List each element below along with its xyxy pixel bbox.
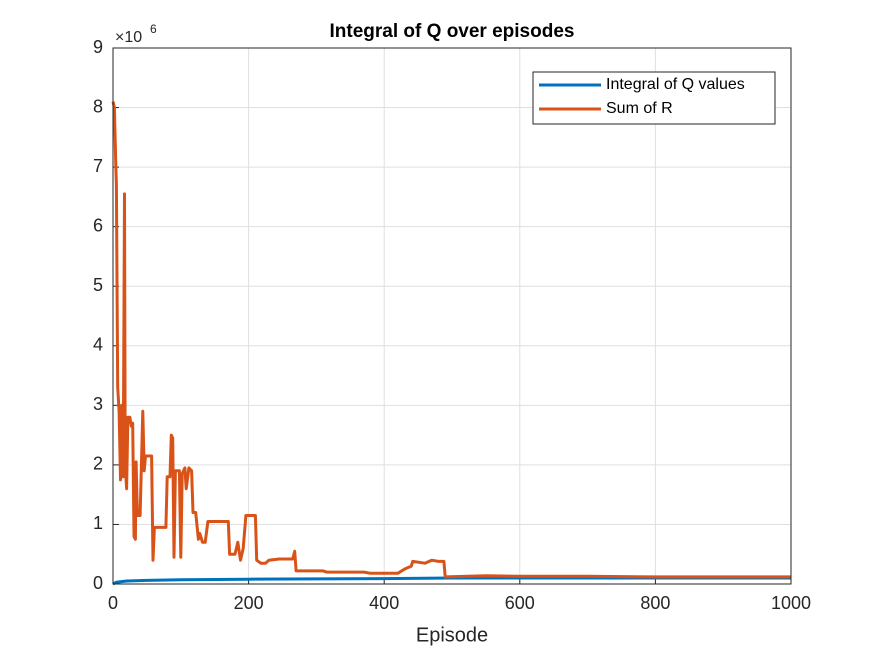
x-axis-label: Episode	[416, 624, 488, 646]
y-tick-label: 4	[93, 335, 103, 355]
multiplier-base: ×10	[115, 29, 142, 46]
legend-label: Integral of Q values	[606, 76, 745, 93]
data-line	[112, 576, 791, 586]
legend-box	[532, 71, 776, 125]
x-tick-label: 1000	[771, 593, 811, 613]
x-tick-label: 200	[234, 593, 264, 613]
y-tick-label: 6	[93, 215, 103, 235]
y-tick-label: 9	[93, 37, 103, 57]
axes-box	[112, 47, 792, 585]
x-tick-label: 600	[505, 593, 535, 613]
y-tick-label: 0	[93, 573, 103, 593]
legend-label: Sum of R	[606, 100, 673, 117]
data-line	[111, 101, 791, 579]
plot-area	[113, 48, 791, 584]
x-tick-label: 0	[108, 593, 118, 613]
y-tick-label: 7	[93, 156, 103, 176]
x-tick-label: 400	[369, 593, 399, 613]
y-tick-label: 8	[93, 96, 103, 116]
chart-title: Integral of Q over episodes	[330, 21, 575, 42]
multiplier-exponent: 6	[150, 22, 157, 36]
x-tick-label: 800	[640, 593, 670, 613]
y-tick-label: 2	[93, 454, 103, 474]
y-tick-label: 3	[93, 394, 103, 414]
y-tick-label: 5	[93, 275, 103, 295]
y-tick-label: 1	[93, 513, 103, 533]
